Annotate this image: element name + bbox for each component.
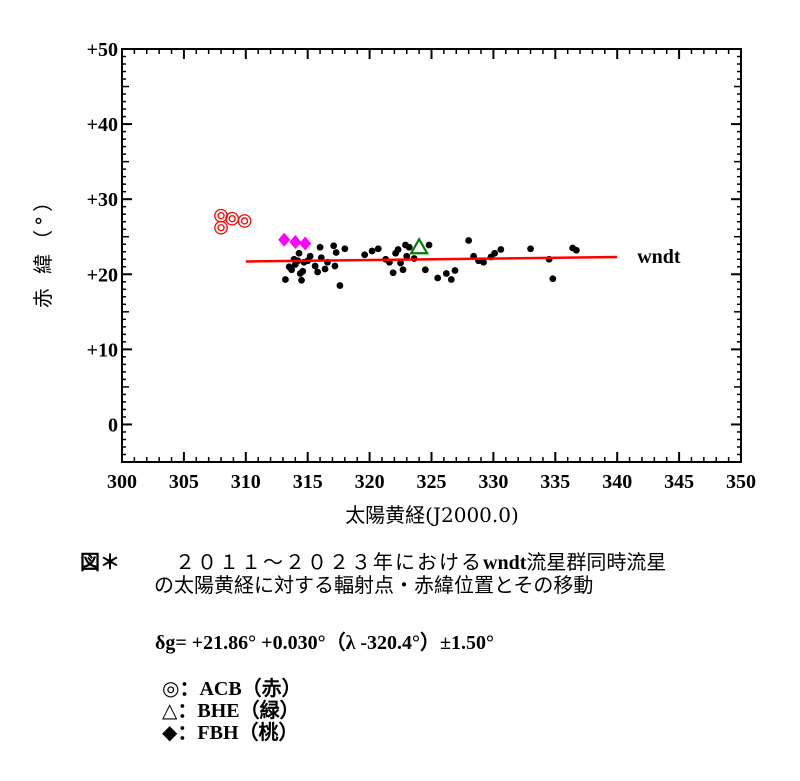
data-point [405, 243, 413, 251]
series-label-wndt: wndt [637, 246, 681, 268]
x-tick-label: 315 [293, 471, 323, 493]
acb-point-outer [214, 220, 228, 235]
acb-point-inner [217, 224, 225, 232]
x-tick-label: 305 [169, 471, 199, 493]
chart: 300 305 310 315 320 325 330 335 340 345 350 0 +10 +20… [31, 39, 756, 527]
data-point [374, 245, 382, 253]
x-tick-label: 335 [540, 471, 570, 493]
formula: δg= +21.86° +0.030°（λ -320.4°）±1.50° [155, 632, 495, 654]
data-point [314, 268, 322, 276]
y-tick-label: +50 [87, 39, 118, 61]
data-point [549, 275, 557, 283]
data-point [480, 258, 487, 266]
legend-text-acb: ：ACB（赤） [179, 678, 302, 700]
fbh-point [299, 236, 312, 251]
data-point [298, 276, 305, 284]
data-point [394, 246, 402, 253]
data-point [442, 270, 450, 277]
legend-item-bhe: △：BHE（緑） [162, 700, 302, 722]
x-tick-label: 310 [231, 471, 261, 493]
data-point [447, 276, 455, 283]
data-point [311, 262, 319, 270]
data-point [299, 267, 307, 275]
caption-line-2: の太陽黄経に対する輻射点・赤緯位置とその移動 [80, 575, 780, 598]
data-point [321, 265, 329, 273]
data-point [316, 243, 324, 251]
data-point [332, 249, 340, 256]
legend-item-fbh: ◆：FBH（桃） [162, 722, 302, 744]
fbh-point [289, 234, 302, 249]
data-point [341, 245, 349, 253]
caption-line-1: 図＊ ２０１１～２０２３年におけるwndt流星群同時流星 [80, 552, 780, 575]
data-point [295, 249, 303, 257]
legend: ◎：ACB（赤） △：BHE（緑） ◆：FBH（桃） [162, 678, 302, 744]
plot-axes: 300 305 310 315 320 325 330 335 340 345 350 0 +10 +20… [87, 39, 756, 493]
data-point [389, 269, 397, 277]
data-point [368, 247, 376, 255]
x-tick-label: 345 [664, 471, 694, 493]
legend-text-bhe: ：BHE（緑） [177, 700, 300, 722]
x-tick-label: 320 [355, 471, 385, 493]
acb-point-inner [217, 212, 225, 220]
data-point [397, 259, 404, 267]
data-point [306, 252, 314, 260]
diamond-icon: ◆ [162, 722, 178, 744]
caption-series-code: wndt [483, 552, 527, 574]
caption-label: 図＊ [80, 552, 120, 574]
x-tick-label: 300 [107, 471, 137, 493]
figure-caption: 図＊ ２０１１～２０２３年におけるwndt流星群同時流星 の太陽黄経に対する輻射点… [80, 552, 780, 598]
regression-line-wndt [245, 255, 618, 263]
caption-text-1: ２０１１～２０２３年における [175, 552, 483, 574]
data-point [282, 276, 289, 283]
data-point [527, 245, 534, 253]
legend-text-fbh: ：FBH（桃） [177, 722, 299, 744]
acb-point-outer [237, 214, 252, 228]
y-tick-label: +30 [87, 189, 118, 211]
caption-text-2: の太陽黄経に対する輻射点・赤緯位置とその移動 [154, 575, 594, 597]
x-tick-label: 340 [602, 471, 632, 493]
data-point [451, 267, 459, 274]
data-point [497, 246, 505, 253]
caption-text-1-tail: 流星群同時流星 [526, 552, 667, 574]
data-point [434, 274, 442, 282]
acb-point-outer [225, 211, 240, 226]
x-axis-title: 太陽黄経(J2000.0) [345, 503, 519, 527]
legend-item-acb: ◎：ACB（赤） [162, 678, 302, 700]
data-point [403, 252, 411, 260]
data-point [336, 282, 344, 289]
data-point [330, 242, 338, 250]
data-point [465, 237, 473, 244]
data-point [331, 262, 339, 270]
y-tick-label: +10 [87, 339, 118, 361]
data-point [421, 266, 429, 274]
bhe-point [409, 237, 430, 255]
x-tick-label: 325 [417, 471, 447, 493]
data-point [361, 251, 369, 259]
data-point [425, 241, 433, 249]
acb-point-inner [228, 215, 236, 223]
x-tick-label: 330 [478, 471, 508, 493]
data-point [399, 266, 407, 274]
triangle-icon: △ [162, 700, 178, 722]
plot-marks: wndt [214, 208, 681, 289]
fbh-point [278, 232, 291, 247]
acb-point-outer [214, 208, 228, 223]
data-point [491, 249, 499, 257]
x-tick-label: 350 [726, 471, 756, 493]
y-tick-label: 0 [108, 414, 118, 436]
data-point [288, 266, 296, 274]
y-axis-title: 赤 緯（°） [31, 188, 55, 308]
data-point [572, 246, 580, 254]
acb-point-inner [240, 217, 249, 225]
double-circle-icon: ◎ [162, 678, 180, 700]
y-tick-label: +40 [87, 114, 118, 136]
y-tick-label: +20 [87, 264, 118, 286]
